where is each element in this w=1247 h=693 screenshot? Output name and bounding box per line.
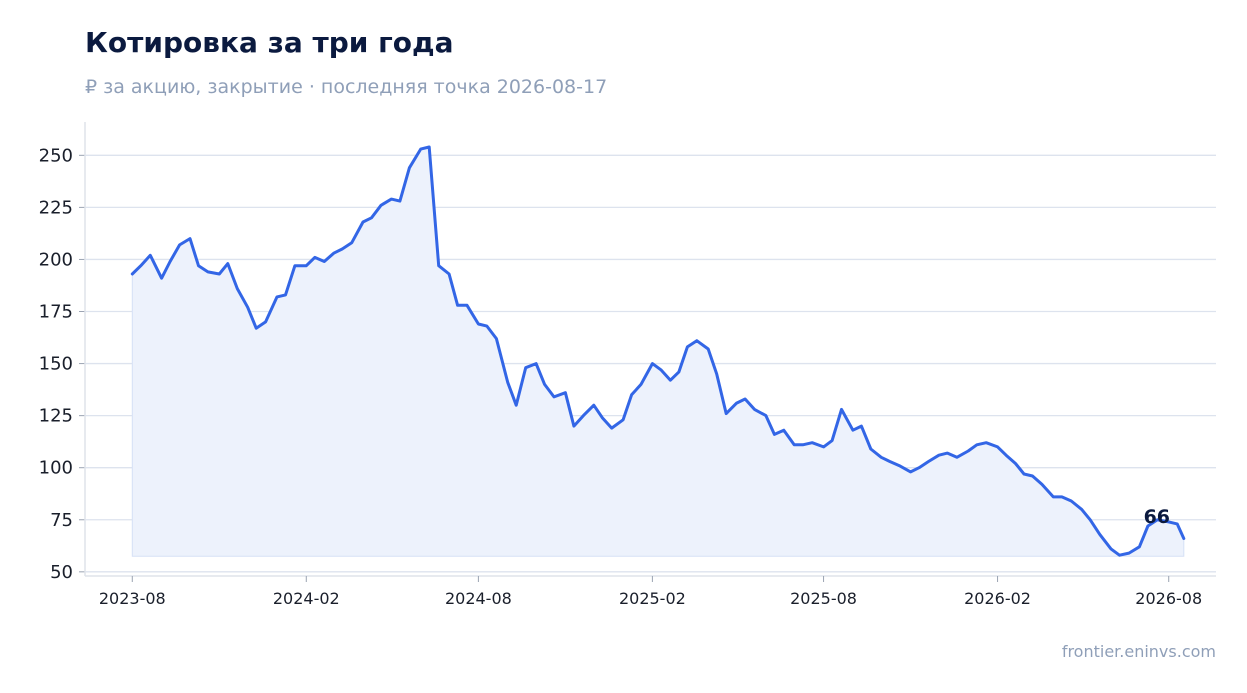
y-tick-label: 75 <box>50 510 73 531</box>
x-tick-label: 2024-08 <box>445 589 512 608</box>
x-tick-label: 2024-02 <box>273 589 340 608</box>
x-tick-label: 2026-02 <box>964 589 1031 608</box>
y-tick-label: 50 <box>50 562 73 583</box>
y-tick-label: 175 <box>39 302 73 323</box>
y-tick-label: 250 <box>39 145 73 166</box>
source-link[interactable]: frontier.eninvs.com <box>1061 642 1216 661</box>
last-price-label: 66 <box>1144 506 1170 528</box>
axes: 50 75 100 125 150 175 200 225 250 2023-08 2024-02 2… <box>39 122 1216 608</box>
x-tick-label: 2025-02 <box>619 589 686 608</box>
y-tick-label: 200 <box>39 249 73 270</box>
chart-subtitle: ₽ за акцию, закрытие · последняя точка 2… <box>85 76 608 98</box>
y-tick-label: 125 <box>39 406 73 427</box>
price-line <box>130 145 1186 557</box>
y-tick-label: 100 <box>39 458 73 479</box>
y-tick-label: 225 <box>39 197 73 218</box>
x-tick-label: 2023-08 <box>99 589 166 608</box>
x-tick-label: 2025-08 <box>790 589 857 608</box>
price-area <box>131 146 1185 557</box>
chart-title: Котировка за три года <box>85 26 454 59</box>
x-tick-label: 2026-08 <box>1135 589 1202 608</box>
y-tick-label: 150 <box>39 354 73 375</box>
